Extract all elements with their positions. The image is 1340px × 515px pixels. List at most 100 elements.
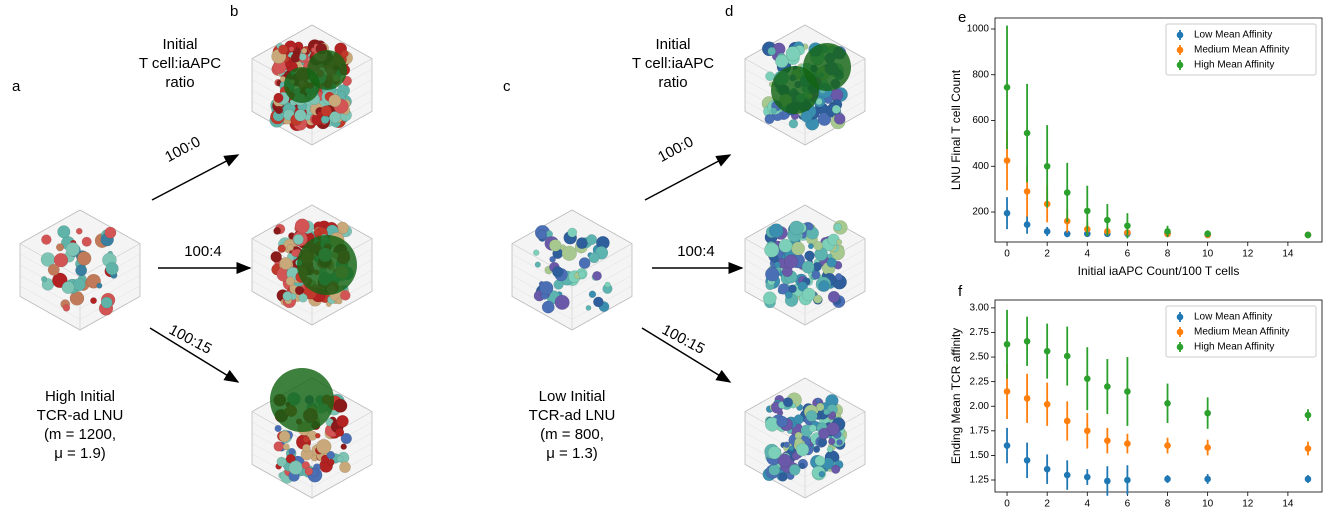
- cell-sphere: [802, 261, 814, 273]
- cell-sphere: [41, 235, 51, 245]
- condition-text: (m = 800,: [540, 426, 604, 443]
- cell-sphere: [289, 47, 294, 52]
- panel-label: c: [503, 78, 511, 95]
- cell-sphere: [106, 262, 119, 275]
- data-point: [1024, 395, 1031, 402]
- cell-sphere: [341, 50, 348, 57]
- cell-sphere: [302, 444, 310, 452]
- x-tick-label: 8: [1165, 249, 1171, 260]
- cell-sphere: [279, 431, 290, 442]
- cell-sphere: [769, 224, 783, 238]
- data-point: [1124, 388, 1131, 395]
- cell-sphere: [768, 446, 781, 459]
- cell-sphere: [105, 227, 116, 238]
- condition-text: TCR-ad LNU: [529, 407, 616, 424]
- y-tick-label: 1.75: [970, 425, 990, 436]
- condition-text: (m = 1200,: [44, 426, 116, 443]
- data-point: [1084, 375, 1091, 382]
- data-point: [1204, 476, 1211, 483]
- cell-sphere: [334, 399, 347, 412]
- cell-sphere: [542, 301, 554, 313]
- cell-sphere: [802, 288, 815, 301]
- cell-sphere: [593, 297, 603, 307]
- panel-label: e: [958, 9, 966, 26]
- panel-label: f: [958, 283, 963, 300]
- cell-sphere: [336, 415, 348, 427]
- panel-label: a: [12, 78, 21, 95]
- cell-sphere: [830, 411, 836, 417]
- cell-sphere: [277, 457, 287, 467]
- cube-render: [20, 210, 140, 330]
- data-point: [1044, 348, 1051, 355]
- data-point: [1164, 400, 1171, 407]
- cell-sphere: [779, 472, 788, 481]
- cell-sphere: [765, 114, 775, 124]
- cell-sphere: [579, 257, 590, 268]
- panel-label: d: [725, 3, 733, 20]
- arrow: [645, 155, 730, 200]
- data-point: [1124, 440, 1131, 447]
- ratio-title: T cell:iaAPC: [632, 55, 714, 72]
- cell-sphere: [340, 290, 350, 300]
- cell-sphere: [97, 283, 103, 289]
- cell-sphere: [764, 243, 779, 258]
- cell-sphere: [819, 471, 825, 477]
- y-axis-label: LNU Final T cell Count: [949, 69, 963, 190]
- data-point: [1204, 230, 1211, 237]
- cell-sphere: [765, 267, 779, 281]
- cell-sphere: [784, 255, 798, 269]
- cell-sphere: [769, 464, 780, 475]
- cell-sphere: [299, 53, 306, 60]
- cell-sphere: [316, 439, 331, 454]
- data-point: [1305, 476, 1312, 483]
- cell-sphere: [274, 442, 284, 452]
- ratio-label: 100:0: [655, 133, 696, 166]
- ratio-title: Initial: [655, 36, 690, 53]
- cell-sphere: [786, 46, 800, 60]
- cell-sphere: [784, 442, 790, 448]
- cube-render: [745, 205, 865, 325]
- x-tick-label: 8: [1165, 499, 1171, 510]
- data-point: [1064, 353, 1071, 360]
- cell-sphere: [538, 230, 547, 239]
- cell-sphere: [48, 264, 59, 275]
- cell-sphere: [311, 47, 316, 52]
- cell-sphere: [812, 271, 820, 279]
- data-point: [1164, 442, 1171, 449]
- cell-sphere: [562, 246, 577, 261]
- cell-sphere: [293, 234, 304, 245]
- cell-sphere: [291, 249, 298, 256]
- y-tick-label: 400: [972, 161, 989, 172]
- data-point: [1305, 232, 1312, 239]
- cell-sphere: [555, 295, 570, 310]
- ratio-title: ratio: [165, 74, 194, 91]
- x-axis-label: Initial iaAPC Count/100 T cells: [1078, 264, 1240, 278]
- data-point: [1004, 210, 1011, 217]
- cell-sphere: [578, 271, 585, 278]
- data-point: [1204, 410, 1211, 417]
- cell-sphere: [815, 456, 825, 466]
- condition-text: μ = 1.9): [54, 445, 106, 462]
- data-point: [1004, 157, 1011, 164]
- cell-sphere: [73, 278, 85, 290]
- cell-sphere: [321, 115, 329, 123]
- cell-sphere: [763, 292, 776, 305]
- legend-swatch: [1177, 314, 1184, 321]
- data-point: [1024, 457, 1031, 464]
- ratio-label: 100:0: [162, 133, 203, 166]
- cell-sphere: [552, 266, 563, 277]
- data-point: [1044, 228, 1051, 235]
- cell-sphere: [283, 291, 292, 300]
- cell-sphere: [834, 113, 845, 124]
- cell-sphere: [328, 459, 335, 466]
- x-tick-label: 4: [1085, 499, 1091, 510]
- x-tick-label: 12: [1242, 499, 1254, 510]
- cell-sphere: [771, 108, 777, 114]
- cell-sphere: [814, 295, 822, 303]
- cell-sphere: [274, 93, 284, 103]
- cell-sphere: [286, 277, 295, 286]
- data-point: [1024, 188, 1031, 195]
- cell-sphere: [837, 439, 843, 445]
- x-tick-label: 0: [1004, 249, 1010, 260]
- data-point: [1064, 472, 1071, 479]
